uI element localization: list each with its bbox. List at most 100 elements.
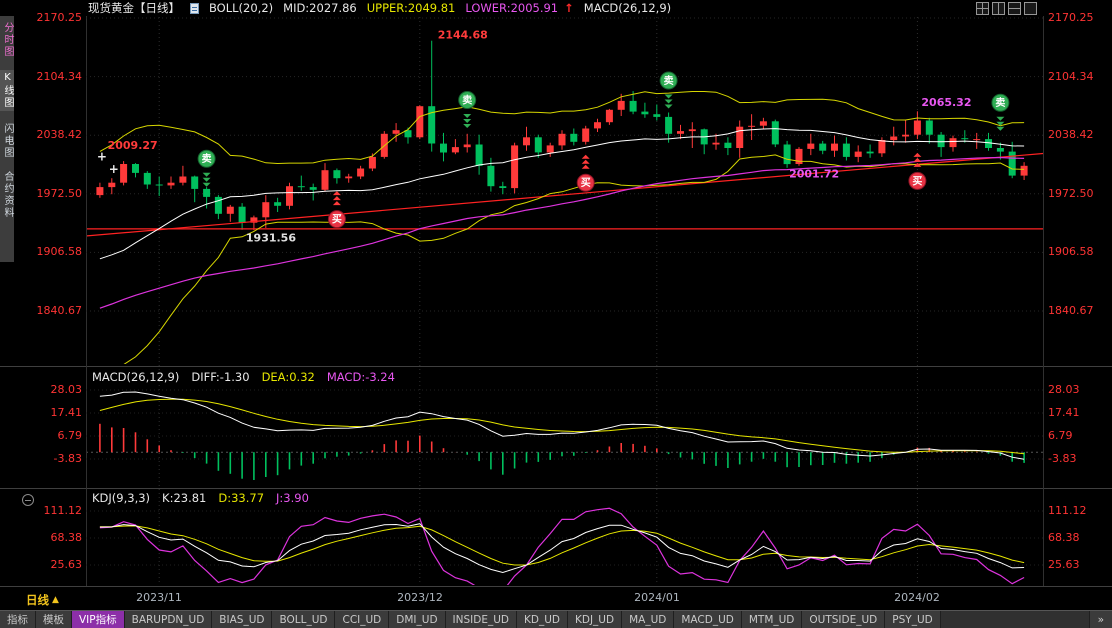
price-annotation: 2009.27 [108,139,158,152]
macd-title: MACD(26,12,9) [92,370,180,384]
panel-collapse-icon[interactable] [22,494,34,506]
price-annotation: 2065.32 [921,96,971,109]
kdj-j-value: J:3.90 [276,491,309,505]
sidebar-item-flash-chart[interactable]: 闪电图 [2,123,13,159]
layout-single-icon[interactable] [1024,2,1037,15]
price-axis-label: 2104.34 [1048,69,1094,83]
sell-signal-marker: 卖 [458,91,477,128]
sidebar-item-contract-info[interactable]: 合约资料 [2,171,13,219]
tab-templates[interactable]: 模板 [36,611,72,628]
tab-boll-ud[interactable]: BOLL_UD [272,611,336,628]
svg-text:卖: 卖 [202,152,212,165]
macd-header: MACD(26,12,9) DIFF:-1.30 DEA:0.32 MACD:-… [92,370,395,384]
kdj-header: KDJ(9,3,3) K:23.81 D:33.77 J:3.90 [92,491,309,505]
up-arrow-icon: ↑ [564,1,574,15]
tab-vip-indicators[interactable]: VIP指标 [72,611,125,628]
kdj-k-value: K:23.81 [162,491,207,505]
candlesticks [96,40,1028,231]
price-axis-label: 2104.34 [36,69,83,83]
overlay-lines [87,91,1043,364]
price-annotation: + [97,150,107,164]
tabs-overflow-button[interactable]: » [1088,611,1112,628]
sell-signal-marker: 卖 [991,93,1010,131]
macd-axis-label: 6.79 [1048,429,1073,442]
sidebar-item-kline-chart[interactable]: K线图 [0,70,14,111]
tab-indicators[interactable]: 指标 [0,611,36,628]
boll-upper-value: UPPER:2049.81 [366,1,456,15]
period-label: 日线 [26,593,49,607]
macd-params-label: MACD(26,12,9) [583,1,672,15]
tab-kd-ud[interactable]: KD_UD [516,611,568,628]
svg-text:卖: 卖 [462,94,472,107]
window-layout-icons [976,2,1037,15]
kdj-title: KDJ(9,3,3) [92,491,151,505]
x-axis-label: 2023/11 [136,591,182,604]
buy-signal-marker: 买 [908,152,927,190]
symbol-title: 现货黄金【日线】 [88,1,180,15]
macd-axis-label: 17.41 [1048,406,1080,419]
layout-quad-icon[interactable] [976,2,989,15]
chart-title-bar: 现货黄金【日线】 BOLL(20,2) MID:2027.86 UPPER:20… [88,0,671,16]
macd-axis-label: 17.41 [50,406,83,419]
tab-macd-ud[interactable]: MACD_UD [674,611,742,628]
layout-hsplit-icon[interactable] [1008,2,1021,15]
buy-signal-marker: 买 [576,154,595,192]
tab-bias-ud[interactable]: BIAS_UD [212,611,273,628]
macd-dea-value: DEA:0.32 [261,370,315,384]
layout-vsplit-icon[interactable] [992,2,1005,15]
tab-cci-ud[interactable]: CCI_UD [335,611,390,628]
price-annotation: 2144.68 [438,29,488,42]
kdj-d-value: D:33.77 [218,491,265,505]
price-axis-label: 1840.67 [1048,304,1094,317]
macd-axis-label: 28.03 [1048,383,1080,396]
tab-barupdn-ud[interactable]: BARUPDN_UD [124,611,213,628]
kdj-axis-label: 68.38 [50,531,83,544]
chevron-up-icon: ▲ [52,595,59,605]
svg-text:买: 买 [581,177,591,189]
price-axis-label: 2038.42 [36,128,83,142]
indicator-tab-bar: 指标 模板 VIP指标 BARUPDN_UD BIAS_UD BOLL_UD CCI_UD D… [0,610,1112,628]
x-axis-label: 2023/12 [397,591,443,604]
macd-axis-label: 28.03 [50,383,83,396]
kdj-axis-label: 25.63 [1048,558,1080,571]
price-axis-label: 2170.25 [36,11,83,24]
tab-inside-ud[interactable]: INSIDE_UD [445,611,517,628]
price-axis-label: 2170.25 [1048,11,1094,24]
period-selector[interactable]: 日线 ▲ [26,592,59,608]
tab-kdj-ud[interactable]: KDJ_UD [567,611,623,628]
sell-signal-marker: 卖 [197,149,216,187]
tab-mtm-ud[interactable]: MTM_UD [741,611,803,628]
kdj-panel [99,507,1025,585]
x-axis-label: 2024/02 [894,591,940,604]
sell-signal-marker: 卖 [659,71,678,109]
tab-dmi-ud[interactable]: DMI_UD [389,611,446,628]
tab-ma-ud[interactable]: MA_UD [622,611,675,628]
file-icon[interactable] [190,2,199,14]
macd-axis-label: 6.79 [57,429,83,442]
svg-text:卖: 卖 [995,96,1005,109]
macd-diff-value: DIFF:-1.30 [191,370,250,384]
sidebar-item-time-chart[interactable]: 分时图 [2,22,13,58]
tab-outside-ud[interactable]: OUTSIDE_UD [802,611,886,628]
price-axis-label: 1906.58 [1048,245,1094,259]
left-sidebar: 分时图 K线图闪电图合约资料 [0,16,14,262]
x-axis-label: 2024/01 [634,591,680,604]
price-axis-label: 1906.58 [36,245,83,259]
boll-mid-value: MID:2027.86 [283,1,357,15]
macd-panel [87,391,1043,480]
price-axis-label: 2038.42 [1048,128,1094,142]
svg-text:买: 买 [332,214,342,226]
tab-psy-ud[interactable]: PSY_UD [885,611,941,628]
kdj-axis-label: 111.12 [43,504,83,517]
svg-text:卖: 卖 [664,74,674,87]
price-axis-label: 1972.50 [1048,186,1094,200]
boll-params-label: BOLL(20,2) [209,1,274,15]
price-annotation: 1931.56 [246,231,296,244]
kdj-axis-label: 111.12 [1048,504,1087,517]
svg-text:买: 买 [912,175,922,187]
macd-axis-label: -3.83 [53,452,82,465]
price-annotation: + [109,162,119,176]
macd-hist-value: MACD:-3.24 [326,370,395,384]
